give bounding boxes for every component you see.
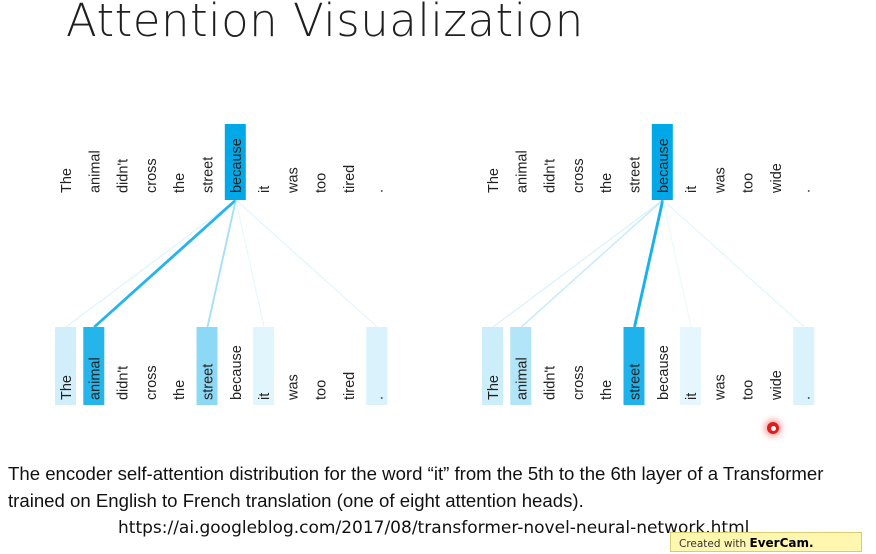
attention-weight-bar (793, 327, 815, 405)
target-token: it (684, 393, 700, 400)
source-token: tired (342, 165, 358, 193)
source-token: . (370, 189, 386, 193)
source-token: cross (144, 158, 160, 193)
caption: The encoder self-attention distribution … (8, 463, 824, 511)
source-token: it (684, 186, 700, 193)
target-token: because (229, 345, 245, 400)
attention-weight-bar (482, 327, 503, 405)
target-token: . (370, 396, 386, 400)
source-token: the (172, 173, 188, 193)
target-token: the (599, 380, 615, 400)
target-token: animal (87, 357, 103, 400)
attention-line (662, 199, 692, 328)
target-token: street (628, 364, 644, 400)
source-token: street (628, 157, 644, 193)
source-token: didn't (116, 159, 132, 193)
source-token: wide (769, 163, 785, 194)
attention-line (235, 199, 378, 328)
attention-weight-bar (253, 327, 275, 405)
target-token: too (741, 380, 757, 400)
target-token: tired (342, 372, 358, 400)
target-token: . (797, 396, 813, 400)
source-token: street (201, 157, 217, 193)
attention-weight-bar (196, 327, 218, 405)
source-token: cross (571, 158, 587, 193)
attention-line (206, 199, 237, 328)
watermark-prefix: Created with (679, 538, 747, 550)
source-token: animal (87, 150, 103, 193)
target-token: wide (769, 370, 785, 401)
source-token: didn't (543, 159, 559, 193)
source-token: because (656, 138, 672, 193)
attention-diagram-1: The animal didn't cross the street because it wa… (55, 124, 388, 405)
attention-weight-bar (83, 327, 105, 405)
target-token: cross (144, 365, 160, 400)
source-token: too (741, 173, 757, 193)
target-token: didn't (116, 366, 132, 400)
attention-line (633, 199, 665, 328)
attention-diagrams: The animal didn't cross the street because it wa… (55, 124, 815, 405)
source-token: the (599, 173, 615, 193)
target-token: animal (514, 357, 530, 400)
evercam-watermark: Created with EverCam. (670, 532, 862, 552)
target-token: The (486, 375, 502, 400)
attention-weight-bar (510, 327, 532, 405)
source-url[interactable]: https://ai.googleblog.com/2017/08/transf… (118, 518, 750, 538)
source-token: was (285, 167, 301, 194)
attention-line (492, 199, 664, 328)
source-token: it (257, 186, 273, 193)
target-token: street (201, 364, 217, 400)
target-token: the (172, 380, 188, 400)
query-token-highlight (651, 124, 673, 200)
target-token: was (285, 374, 301, 401)
attention-weight-bar (366, 327, 388, 405)
attention-line (662, 199, 805, 328)
target-token: The (59, 375, 75, 400)
target-token: it (257, 393, 273, 400)
attention-line (93, 198, 237, 329)
source-token: was (712, 167, 728, 194)
target-token: didn't (543, 366, 559, 400)
attention-weight-bar (55, 327, 76, 405)
query-token-highlight (224, 124, 246, 200)
attention-line (235, 199, 265, 328)
target-token: was (712, 374, 728, 401)
target-token: cross (571, 365, 587, 400)
source-token: animal (514, 150, 530, 193)
watermark-brand: EverCam. (749, 536, 814, 550)
source-token: The (59, 168, 75, 193)
target-token: because (656, 345, 672, 400)
slide-title: Attention Visualization (66, 0, 584, 47)
attention-diagram-2: The animal didn't cross the street because it wa… (482, 124, 815, 405)
source-token: too (314, 173, 330, 193)
source-token: because (229, 138, 245, 193)
source-token: . (797, 189, 813, 193)
attention-line (65, 199, 237, 328)
attention-line (520, 199, 664, 328)
source-token: The (486, 168, 502, 193)
attention-weight-bar (623, 327, 645, 405)
cursor-indicator (767, 422, 779, 434)
target-token: too (314, 380, 330, 400)
attention-weight-bar (680, 327, 702, 405)
